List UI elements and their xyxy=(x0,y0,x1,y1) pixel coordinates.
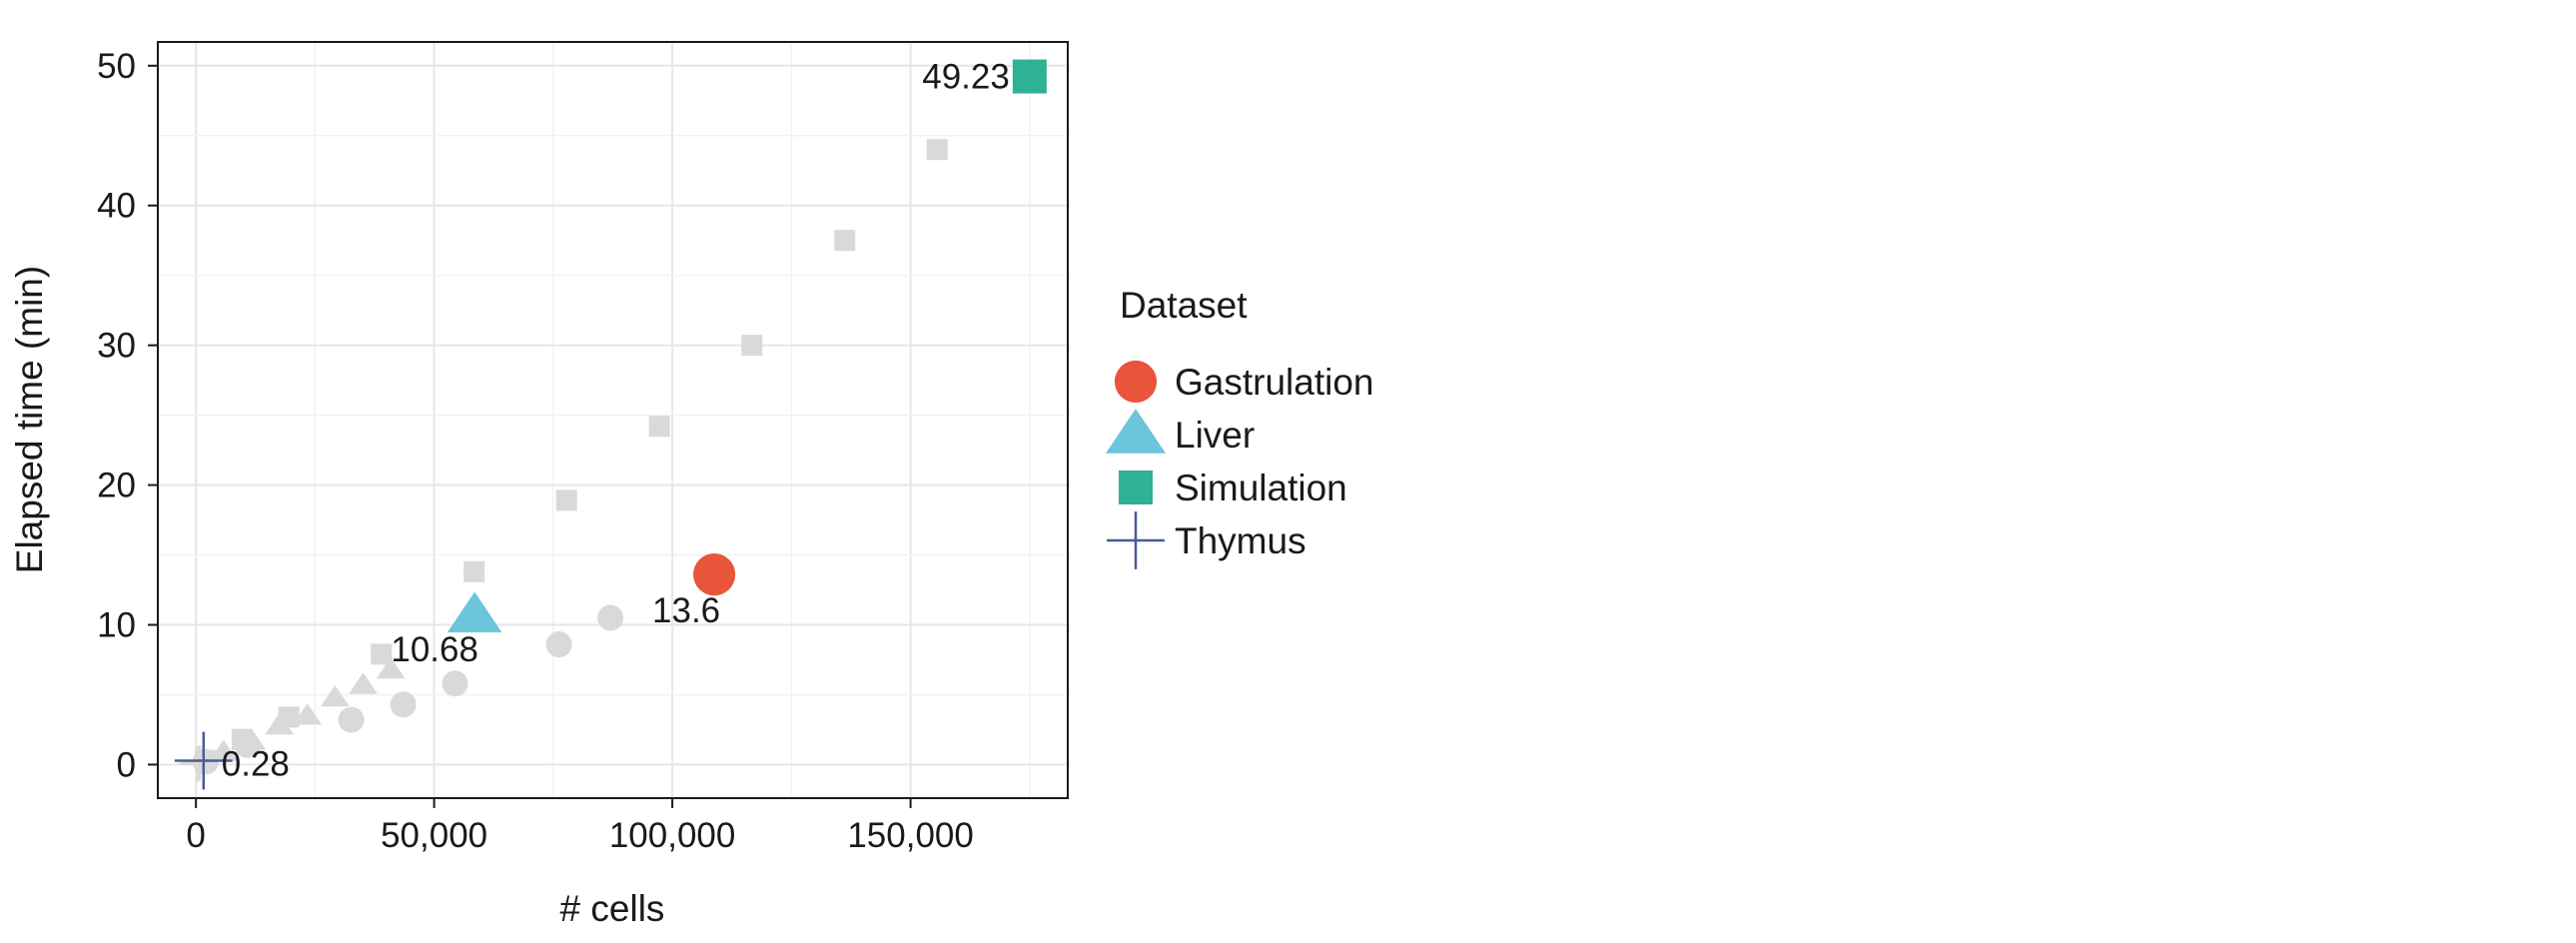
y-axis: 0 10 20 30 40 50 xyxy=(97,47,158,784)
plot-area: 13.6 10.68 49.23 0.28 xyxy=(157,41,1069,799)
x-tick-label: 100,000 xyxy=(609,816,736,855)
x-axis-label: # cells xyxy=(560,888,665,929)
legend-key-thymus xyxy=(1107,511,1165,569)
x-tick-label: 150,000 xyxy=(847,816,974,855)
x-axis: 0 50,000 100,000 150,000 xyxy=(186,798,974,855)
legend-title: Dataset xyxy=(1120,285,1248,326)
legend-label-thymus: Thymus xyxy=(1175,520,1306,561)
data-point-liver xyxy=(446,591,502,633)
data-label-liver: 10.68 xyxy=(391,630,478,669)
background-point-gastrulation xyxy=(441,670,468,697)
legend-key-simulation xyxy=(1119,471,1153,504)
x-tick-label: 50,000 xyxy=(381,816,487,855)
background-point-liver xyxy=(209,739,239,761)
background-point-simulation xyxy=(648,416,670,438)
highlighted-points xyxy=(174,59,1047,790)
legend-label-simulation: Simulation xyxy=(1175,468,1347,508)
background-point-simulation xyxy=(463,560,485,582)
background-point-liver xyxy=(376,656,406,679)
y-axis-label: Elapsed time (min) xyxy=(9,266,50,573)
y-tick-label: 30 xyxy=(97,327,136,366)
y-tick-label: 20 xyxy=(97,467,136,505)
data-label-thymus: 0.28 xyxy=(222,744,290,783)
background-point-simulation xyxy=(834,230,856,252)
background-point-simulation xyxy=(926,139,948,161)
y-tick-label: 10 xyxy=(97,605,136,644)
background-point-simulation xyxy=(555,489,577,511)
background-point-liver xyxy=(293,703,323,725)
background-point-liver xyxy=(349,672,378,694)
legend: Dataset Gastrulation Liver Simulation Thymu… xyxy=(1105,285,1374,569)
background-point-liver xyxy=(321,684,350,707)
background-points xyxy=(179,139,948,782)
background-point-gastrulation xyxy=(597,604,624,631)
background-point-gastrulation xyxy=(338,706,365,733)
data-labels: 13.6 10.68 49.23 0.28 xyxy=(222,58,1010,784)
y-tick-label: 0 xyxy=(117,745,136,784)
y-tick-label: 50 xyxy=(97,47,136,86)
legend-label-gastrulation: Gastrulation xyxy=(1175,362,1374,403)
background-point-gastrulation xyxy=(545,631,572,658)
background-point-simulation xyxy=(371,643,393,665)
background-point-gastrulation xyxy=(390,691,417,718)
y-tick-label: 40 xyxy=(97,187,136,226)
background-point-simulation xyxy=(231,728,253,750)
legend-label-liver: Liver xyxy=(1175,415,1255,456)
data-point-simulation xyxy=(1012,59,1047,94)
data-label-gastrulation: 13.6 xyxy=(652,591,720,630)
data-point-gastrulation xyxy=(693,553,736,596)
legend-key-liver xyxy=(1105,409,1167,454)
plot-border xyxy=(157,41,1069,799)
data-point-thymus xyxy=(174,731,233,790)
plot-background xyxy=(158,42,1068,798)
background-point-thymus xyxy=(182,744,218,781)
background-point-simulation xyxy=(741,335,763,357)
data-label-simulation: 49.23 xyxy=(922,58,1010,97)
legend-key-gastrulation xyxy=(1114,360,1158,404)
background-point-simulation xyxy=(278,706,300,728)
x-tick-label: 0 xyxy=(186,816,205,855)
